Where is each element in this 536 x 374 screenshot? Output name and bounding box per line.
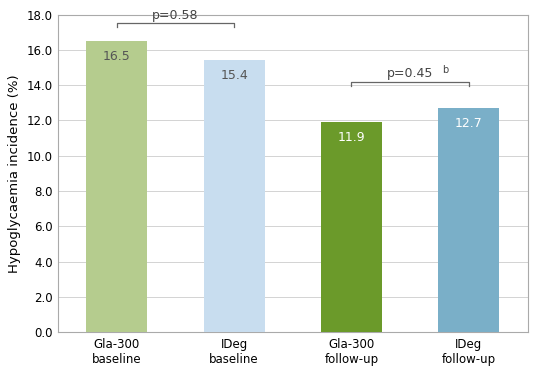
Text: 16.5: 16.5: [103, 50, 130, 63]
Y-axis label: Hypoglycaemia incidence (%): Hypoglycaemia incidence (%): [9, 74, 21, 273]
Bar: [321, 122, 382, 332]
Text: 12.7: 12.7: [455, 117, 483, 130]
Bar: [86, 41, 147, 332]
Text: 11.9: 11.9: [338, 131, 366, 144]
Text: 15.4: 15.4: [220, 69, 248, 82]
Text: b: b: [442, 65, 448, 75]
Bar: [204, 61, 265, 332]
Text: p=0.58: p=0.58: [152, 9, 198, 22]
Text: p=0.45: p=0.45: [387, 67, 434, 80]
Bar: [438, 108, 500, 332]
